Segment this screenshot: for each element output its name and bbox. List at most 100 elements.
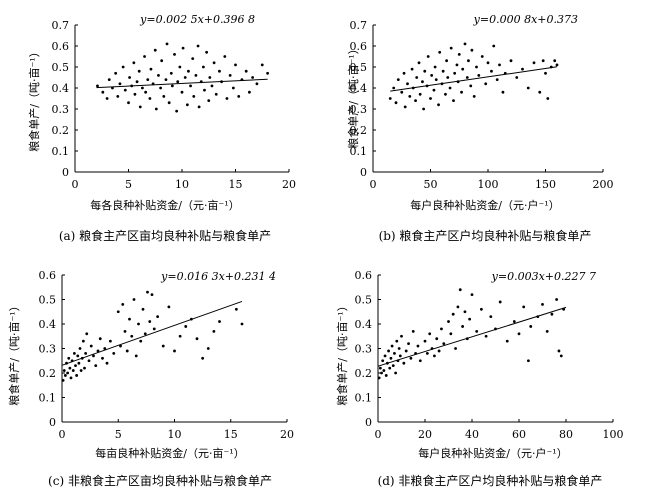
panel-c-point (105, 361, 109, 365)
panel-d-point (390, 344, 394, 348)
panel-d-point (380, 371, 383, 375)
panel-d-y-tick-label: 0.1 (355, 392, 373, 405)
panel-a-point (116, 95, 120, 98)
panel-a-point (225, 97, 229, 100)
panel-b-point (415, 76, 419, 79)
panel-c-point (62, 369, 66, 372)
panel-c-point (103, 347, 107, 350)
panel-a-point (148, 97, 152, 100)
panel-b-point (546, 97, 550, 100)
panel-c-x-tick-label: 0 (59, 428, 66, 441)
panel-d-point (456, 305, 460, 309)
panel-d-point (387, 349, 390, 353)
panel-b-point (430, 74, 434, 77)
panel-c-point (152, 327, 156, 331)
panel-d-points (377, 288, 566, 380)
panel-a-trendline (96, 78, 268, 89)
panel-a-point (173, 53, 176, 56)
panel-b-point (445, 59, 448, 63)
panel-b-x-tick-label: 200 (593, 178, 614, 191)
panel-a-point (251, 76, 255, 79)
panel-a-point (197, 105, 201, 109)
panel-b-point (396, 78, 400, 81)
panel-a-point (203, 88, 206, 92)
panel-b-point (453, 71, 457, 75)
panel-c-point (78, 347, 82, 350)
panel-c-caption: (c) 非粮食主产区亩均良种补贴与粮食单产 (48, 473, 272, 488)
panel-d-point (382, 369, 386, 372)
panel-d-point (416, 344, 420, 348)
panel-c-x-tick-label: 15 (224, 428, 238, 441)
panel-b-point (455, 63, 459, 67)
panel-c-point (72, 352, 76, 355)
panel-a-point (133, 92, 137, 96)
panel-c-point (173, 349, 176, 353)
panel-a-x-tick-label: 0 (72, 178, 79, 191)
panel-a: 0 5 10 15 20 0 0.1 0.2 0.3 0.4 0.5 0.6 0.7 y=0.002 5… (27, 13, 296, 243)
panel-d-point (505, 339, 509, 343)
panel-b-point (509, 59, 513, 63)
panel-c-x-label: 每亩良种补贴资金/（元·亩⁻¹） (95, 446, 244, 460)
panel-d-point (451, 312, 455, 316)
panel-d-point (527, 359, 530, 363)
panel-c: 0 5 10 15 20 0 0.1 0.2 0.3 0.4 0.5 0.6 y=0.016 3x+0… (7, 269, 294, 488)
panel-c-x-tick-label: 10 (168, 428, 182, 441)
panel-b-point (515, 76, 519, 79)
panel-b-point (423, 69, 427, 73)
panel-b-point (553, 59, 557, 63)
panel-c-point (123, 329, 127, 333)
panel-b-point (461, 67, 465, 71)
panel-c-point (89, 344, 93, 348)
panel-d-point (454, 347, 457, 350)
panel-d-point (440, 327, 443, 331)
panel-a-point (101, 90, 105, 94)
panel-a-point (228, 74, 232, 77)
panel-a-point (123, 88, 127, 92)
panel-d-point (394, 371, 398, 375)
panel-b-point (452, 99, 455, 102)
panel-c-point (161, 344, 165, 348)
panel-b-point (495, 78, 499, 81)
panel-b-y-tick-label: 0.1 (350, 145, 368, 158)
panel-a-point (191, 57, 195, 60)
panel-c-point (84, 352, 88, 355)
panel-c-point (98, 337, 102, 341)
panel-d-point (512, 320, 516, 323)
panel-b-point (480, 55, 484, 58)
panel-a-point (244, 69, 248, 73)
panel-d-point (437, 349, 441, 353)
panel-b-point (403, 105, 407, 109)
panel-d-point (529, 325, 533, 328)
panel-b-point (429, 97, 432, 100)
panel-a-point (189, 84, 192, 88)
panel-d-point (461, 325, 464, 328)
panel-b-point (444, 92, 447, 96)
panel-b-x-label: 每户良种补贴资金/（元·户⁻¹） (410, 198, 559, 212)
panel-a-x-tick-label: 20 (282, 178, 296, 191)
panel-c-y-tick-label: 0.2 (39, 367, 57, 380)
panel-b-point (460, 90, 463, 94)
panel-b-point (532, 61, 536, 65)
panel-c-equation: y=0.016 3x+0.231 4 (160, 270, 276, 283)
panel-b-point (484, 82, 488, 86)
panel-a-point (135, 80, 139, 84)
panel-d-point (389, 356, 393, 360)
panel-d-point (498, 300, 502, 304)
panel-d-point (418, 359, 422, 363)
panel-b-point (490, 69, 493, 73)
panel-d-point (398, 354, 402, 358)
panel-b-point (498, 63, 501, 67)
panel-c-point (178, 334, 182, 338)
panel-d-point (541, 303, 544, 306)
panel-d-point (484, 334, 488, 338)
panel-d-point (381, 359, 385, 363)
panel-d-point (388, 366, 392, 370)
panel-c-point (116, 310, 120, 314)
panel-a-point (157, 74, 160, 77)
panel-d-point (423, 339, 427, 343)
panel-b-point (475, 65, 478, 69)
panel-d-point (384, 374, 388, 377)
panel-c-y-tick-label: 0.1 (39, 392, 57, 405)
panel-d-point (435, 337, 439, 341)
panel-d-x-tick-label: 80 (559, 428, 573, 441)
